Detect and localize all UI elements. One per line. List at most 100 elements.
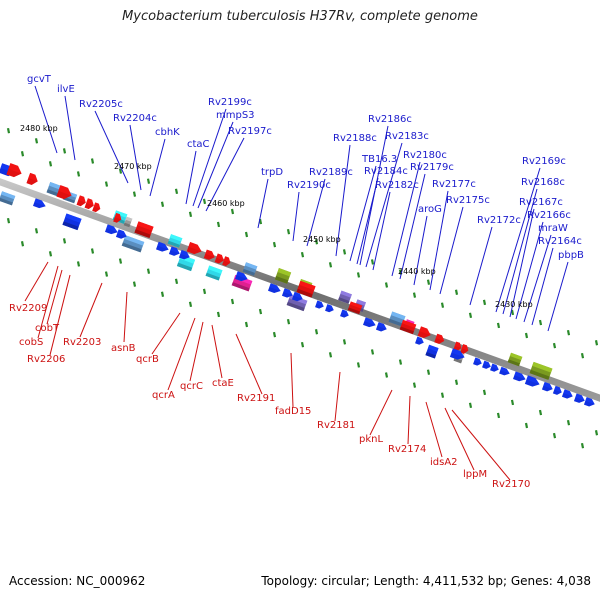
gene-feature[interactable]	[529, 361, 553, 380]
gene-feature[interactable]	[205, 265, 223, 281]
gene-feature[interactable]	[325, 304, 335, 313]
gene-label-mmpS3[interactable]: mmpS3	[216, 110, 255, 121]
gene-label-Rv2197c[interactable]: Rv2197c	[228, 126, 272, 137]
gene-label-pknL[interactable]: pknL	[359, 434, 383, 445]
gene-feature[interactable]	[178, 250, 191, 261]
gene-feature[interactable]	[0, 191, 16, 206]
gene-feature[interactable]	[296, 280, 316, 298]
gene-label-Rv2182c[interactable]: Rv2182c	[375, 180, 419, 191]
gene-label-Rv2203[interactable]: Rv2203	[63, 337, 101, 348]
gene-label-gcvT[interactable]: gcvT	[27, 74, 52, 85]
gene-feature[interactable]	[388, 311, 406, 327]
gene-feature[interactable]	[56, 185, 73, 201]
gene-feature[interactable]	[76, 195, 88, 207]
gene-feature[interactable]	[490, 363, 500, 373]
gene-feature[interactable]	[375, 322, 388, 333]
gene-feature[interactable]	[338, 290, 352, 304]
gene-label-Rv2199c[interactable]: Rv2199c	[208, 97, 252, 108]
gene-feature[interactable]	[340, 309, 350, 319]
gene-feature[interactable]	[499, 366, 511, 377]
gene-feature[interactable]	[26, 172, 39, 187]
gene-feature[interactable]	[123, 216, 133, 228]
gene-feature[interactable]	[62, 213, 82, 231]
gene-label-Rv2204c[interactable]: Rv2204c	[113, 113, 157, 124]
gene-feature[interactable]	[425, 344, 439, 359]
gene-feature[interactable]	[242, 262, 258, 276]
gene-feature[interactable]	[573, 393, 586, 405]
gene-label-cobT[interactable]: cobT	[35, 323, 60, 334]
gene-feature[interactable]	[315, 300, 325, 310]
gene-feature[interactable]	[415, 336, 425, 346]
gene-feature[interactable]	[512, 371, 527, 384]
gene-feature[interactable]	[291, 291, 304, 303]
gene-label-Rv2181[interactable]: Rv2181	[317, 420, 355, 431]
gene-label-Rv2183c[interactable]: Rv2183c	[385, 131, 429, 142]
gene-label-Rv2168c[interactable]: Rv2168c	[521, 177, 565, 188]
gene-feature[interactable]	[267, 283, 282, 295]
gene-feature[interactable]	[155, 241, 170, 254]
gene-label-Rv2189c[interactable]: Rv2189c	[309, 167, 353, 178]
gene-label-Rv2172c[interactable]: Rv2172c	[477, 215, 521, 226]
gene-label-Rv2209[interactable]: Rv2209	[9, 303, 47, 314]
gene-feature[interactable]	[460, 344, 470, 355]
gene-feature[interactable]	[186, 242, 204, 256]
gene-label-Rv2191[interactable]: Rv2191	[237, 393, 275, 404]
gene-label-Rv2175c[interactable]: Rv2175c	[446, 195, 490, 206]
gene-label-Rv2184c[interactable]: Rv2184c	[364, 166, 408, 177]
gene-feature[interactable]	[473, 357, 483, 367]
gene-feature[interactable]	[214, 253, 226, 265]
gene-label-fadD15[interactable]: fadD15	[275, 406, 311, 417]
gene-feature[interactable]	[417, 326, 433, 339]
gene-feature[interactable]	[168, 246, 181, 257]
gene-feature[interactable]	[347, 301, 363, 315]
gene-label-ctaE[interactable]: ctaE	[212, 378, 234, 389]
gene-label-Rv2180c[interactable]: Rv2180c	[403, 150, 447, 161]
gene-feature[interactable]	[104, 224, 119, 236]
gene-feature[interactable]	[234, 271, 249, 283]
gene-label-aroG[interactable]: aroG	[418, 204, 442, 215]
gene-feature[interactable]	[274, 268, 292, 284]
gene-label-qcrB[interactable]: qcrB	[136, 354, 159, 365]
gene-feature[interactable]	[399, 319, 417, 335]
gene-feature[interactable]	[6, 163, 23, 179]
gene-label-Rv2177c[interactable]: Rv2177c	[432, 179, 476, 190]
gene-label-qcrA[interactable]: qcrA	[152, 390, 175, 401]
gene-feature[interactable]	[115, 229, 128, 240]
gene-label-cobS[interactable]: cobS	[19, 337, 43, 348]
gene-label-Rv2179c[interactable]: Rv2179c	[410, 162, 454, 173]
gene-feature[interactable]	[222, 256, 232, 267]
gene-label-Rv2174[interactable]: Rv2174	[388, 444, 426, 455]
gene-label-ilvE[interactable]: ilvE	[57, 84, 75, 95]
gene-feature[interactable]	[541, 381, 554, 393]
gene-label-Rv2169c[interactable]: Rv2169c	[522, 156, 566, 167]
gene-label-pbpB[interactable]: pbpB	[558, 250, 584, 261]
gene-label-Rv2164c[interactable]: Rv2164c	[538, 236, 582, 247]
gene-label-Rv2170[interactable]: Rv2170	[492, 479, 530, 490]
gene-feature[interactable]	[524, 375, 541, 388]
gene-label-Rv2166c[interactable]: Rv2166c	[527, 210, 571, 221]
gene-label-trpD[interactable]: trpD	[261, 167, 283, 178]
gene-feature[interactable]	[92, 202, 102, 213]
gene-feature[interactable]	[453, 341, 463, 353]
gene-feature[interactable]	[203, 249, 216, 262]
gene-feature[interactable]	[134, 221, 154, 239]
gene-label-TB16.3[interactable]: TB16.3	[361, 154, 397, 165]
gene-feature[interactable]	[167, 234, 183, 248]
gene-feature[interactable]	[482, 360, 492, 370]
gene-feature[interactable]	[281, 288, 294, 299]
gene-label-asnB[interactable]: asnB	[111, 343, 136, 354]
gene-feature[interactable]	[583, 397, 596, 408]
gene-label-ctaC[interactable]: ctaC	[187, 139, 210, 150]
gene-label-idsA2[interactable]: idsA2	[430, 457, 458, 468]
gene-label-Rv2190c[interactable]: Rv2190c	[287, 180, 331, 191]
gene-label-cbhK[interactable]: cbhK	[155, 127, 180, 138]
gene-feature[interactable]	[449, 348, 466, 361]
gene-feature[interactable]	[362, 317, 377, 329]
gene-label-Rv2188c[interactable]: Rv2188c	[333, 133, 377, 144]
gene-feature[interactable]	[32, 198, 47, 210]
gene-label-mraW[interactable]: mraW	[538, 223, 568, 234]
gene-label-lppM[interactable]: lppM	[463, 469, 487, 480]
gene-feature[interactable]	[434, 333, 446, 346]
gene-label-Rv2186c[interactable]: Rv2186c	[368, 114, 412, 125]
gene-feature[interactable]	[113, 212, 123, 224]
